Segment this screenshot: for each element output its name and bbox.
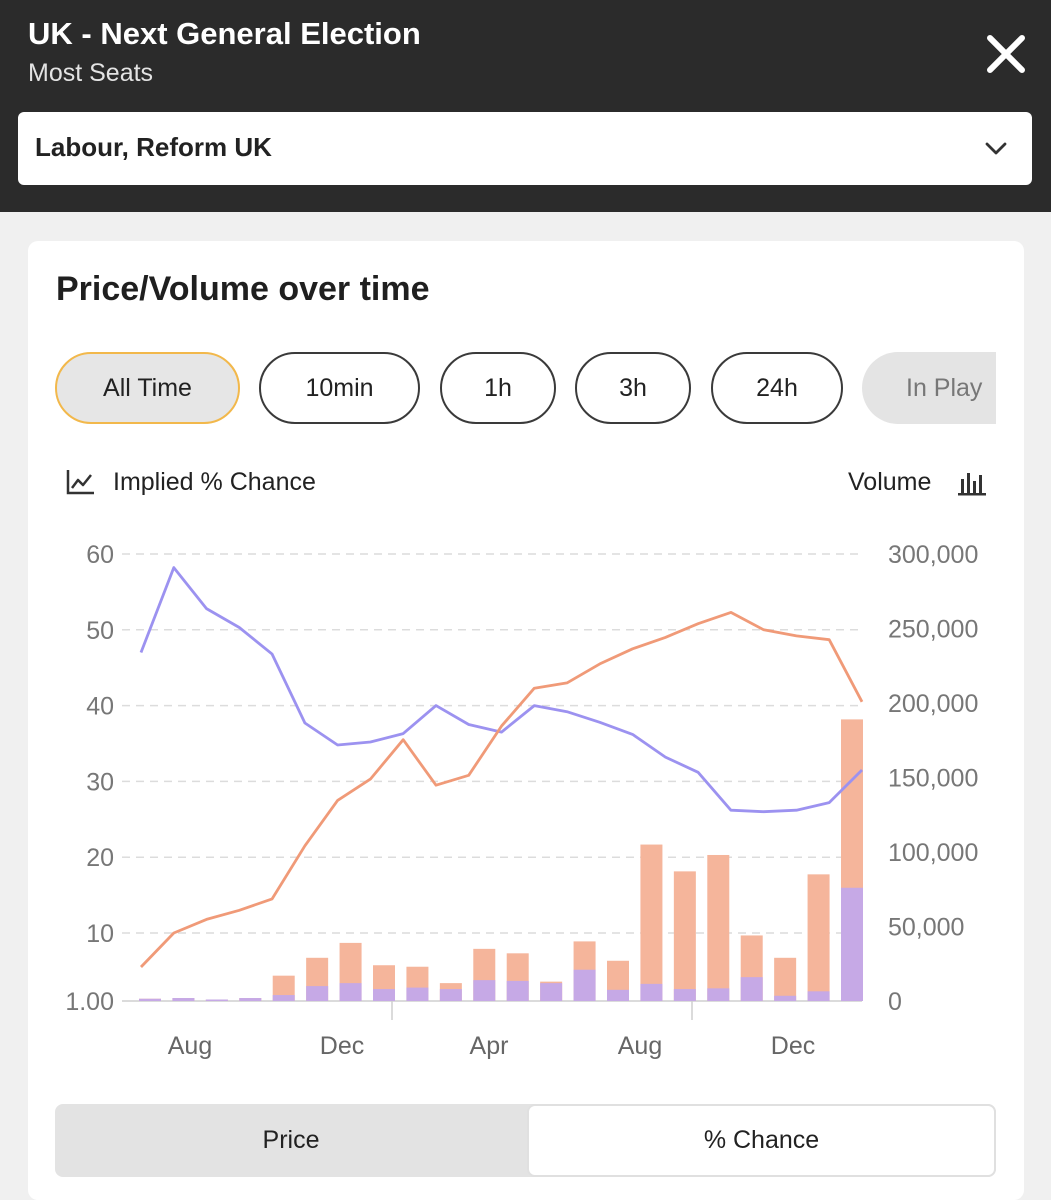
- volume-bar-labour: [239, 998, 262, 1001]
- volume-bar-labour: [373, 989, 395, 1001]
- volume-bar-labour: [339, 983, 362, 1001]
- volume-bar-reform: [807, 874, 830, 1001]
- volume-bar-labour: [205, 999, 228, 1001]
- x-tick-label: Dec: [320, 1032, 364, 1060]
- y-left-tick-label: 40: [86, 693, 114, 721]
- range-24h-button[interactable]: 24h: [711, 352, 843, 424]
- y-right-tick-label: 200,000: [888, 690, 978, 718]
- range-in-play-button[interactable]: In Play: [862, 352, 996, 424]
- range-1h-button[interactable]: 1h: [440, 352, 556, 424]
- volume-bar-labour: [841, 887, 863, 1001]
- page-subtitle: Most Seats: [28, 59, 154, 87]
- runner-select-value: Labour, Reform UK: [35, 132, 272, 162]
- volume-bar-labour: [607, 989, 629, 1001]
- volume-bar-labour: [573, 969, 596, 1001]
- volume-bar-labour: [272, 995, 295, 1001]
- volume-bar-reform: [640, 844, 663, 1001]
- volume-bar-labour: [439, 989, 462, 1001]
- series-line-labour: [139, 566, 863, 814]
- y-left-tick-label: 20: [86, 844, 114, 872]
- volume-bar-labour: [473, 980, 496, 1001]
- volume-bar-labour: [807, 991, 830, 1001]
- y-right-tick-label: 0: [888, 988, 902, 1016]
- volume-bar-labour: [740, 977, 763, 1001]
- volume-bar-reform: [774, 957, 797, 1001]
- y-left-tick-label: 30: [86, 768, 114, 796]
- volume-bar-labour: [506, 980, 529, 1001]
- volume-bar-labour: [707, 988, 730, 1001]
- x-tick-label: Aug: [168, 1032, 212, 1060]
- legend-implied-chance: Implied % Chance: [113, 468, 316, 496]
- range-10min-button[interactable]: 10min: [259, 352, 420, 424]
- volume-bar-reform: [707, 854, 730, 1001]
- x-tick-label: Dec: [771, 1032, 815, 1060]
- page-title: UK - Next General Election: [28, 16, 421, 51]
- volume-bar-labour: [673, 989, 696, 1001]
- y-right-tick-label: 100,000: [888, 839, 978, 867]
- close-icon[interactable]: [982, 30, 1030, 78]
- price-volume-chart: 60 50 40 30 20 10 1.00 300,000 250,000 200,000 150…: [65, 541, 978, 1060]
- volume-bar-labour: [172, 998, 195, 1001]
- series-line-reform: [139, 611, 864, 968]
- volume-bar-reform: [673, 871, 696, 1001]
- y-left-tick-label: 60: [86, 541, 114, 569]
- y-right-tick-label: 150,000: [888, 765, 978, 793]
- range-3h-button[interactable]: 3h: [575, 352, 691, 424]
- volume-bar-labour: [640, 983, 663, 1001]
- volume-bar-labour: [540, 983, 563, 1001]
- toggle-price[interactable]: Price: [262, 1126, 320, 1154]
- legend-volume: Volume: [848, 468, 932, 496]
- volume-bar-reform: [272, 975, 295, 1001]
- volume-bar-labour: [139, 998, 161, 1001]
- bar-chart-icon: [958, 473, 986, 496]
- y-left-tick-label: 50: [86, 617, 114, 645]
- y-left-tick-label: 10: [86, 920, 114, 948]
- line-chart-icon: [66, 470, 94, 495]
- volume-bar-labour: [306, 986, 329, 1001]
- x-tick-label: Aug: [618, 1032, 662, 1060]
- y-right-tick-label: 250,000: [888, 616, 978, 644]
- range-all-time-button[interactable]: All Time: [55, 352, 240, 424]
- y-right-tick-label: 50,000: [888, 914, 964, 942]
- chevron-down-icon: [985, 142, 1007, 155]
- runner-select[interactable]: Labour, Reform UK: [18, 112, 1032, 185]
- volume-bar-labour: [774, 995, 797, 1001]
- y-left-tick-label: 1.00: [65, 988, 114, 1016]
- toggle-percent-chance[interactable]: % Chance: [527, 1104, 996, 1177]
- x-tick-label: Apr: [470, 1032, 509, 1060]
- card-title: Price/Volume over time: [56, 270, 430, 308]
- y-right-tick-label: 300,000: [888, 541, 978, 569]
- volume-bar-labour: [406, 987, 429, 1001]
